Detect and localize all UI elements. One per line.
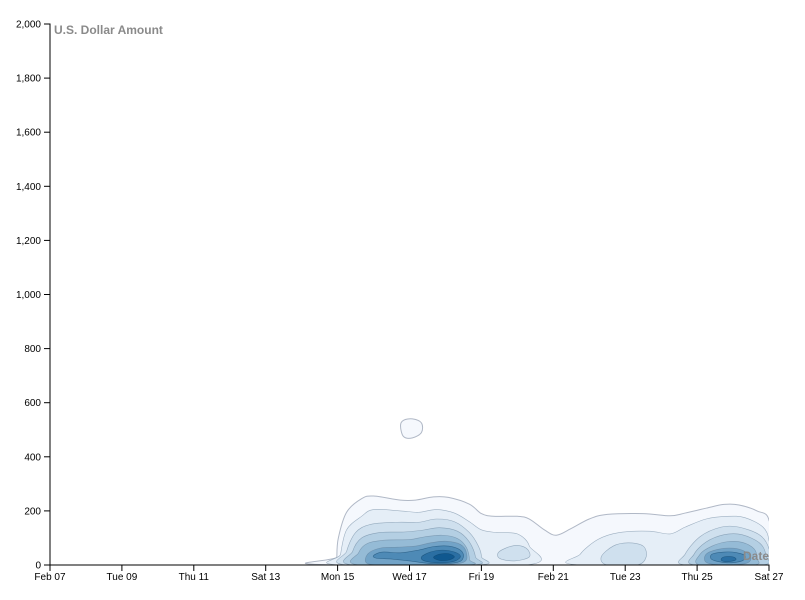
density-contour-level-3 bbox=[497, 545, 531, 562]
y-tick-label: 2,000 bbox=[16, 20, 41, 31]
x-tick-label: Tue 09 bbox=[107, 572, 138, 583]
x-tick-label: Feb 07 bbox=[34, 572, 66, 583]
y-tick-label: 1,800 bbox=[16, 74, 41, 85]
x-tick-label: Thu 25 bbox=[682, 572, 714, 583]
x-tick-label: Tue 23 bbox=[610, 572, 641, 583]
x-tick-label: Fri 19 bbox=[469, 572, 495, 583]
y-tick-label: 1,000 bbox=[16, 290, 41, 301]
density-contours bbox=[305, 418, 769, 565]
x-tick-label: Wed 17 bbox=[392, 572, 427, 583]
y-tick-label: 1,600 bbox=[16, 128, 41, 139]
density-contour-level-1 bbox=[400, 418, 424, 439]
y-tick-label: 800 bbox=[24, 344, 41, 355]
density-contour-level-8 bbox=[720, 556, 737, 563]
x-tick-label: Sat 13 bbox=[251, 572, 280, 583]
x-tick-label: Sat 27 bbox=[755, 572, 784, 583]
y-axis-title: U.S. Dollar Amount bbox=[54, 23, 163, 37]
x-axis-title: Date bbox=[743, 549, 769, 563]
y-tick-label: 400 bbox=[24, 452, 41, 463]
x-tick-label: Mon 15 bbox=[321, 572, 355, 583]
y-tick-label: 200 bbox=[24, 506, 41, 517]
y-tick-label: 600 bbox=[24, 398, 41, 409]
density-contour-level-9 bbox=[433, 553, 455, 561]
y-tick-label: 1,200 bbox=[16, 236, 41, 247]
x-tick-label: Thu 11 bbox=[179, 572, 210, 583]
contour-layer bbox=[305, 418, 769, 565]
y-tick-label: 1,400 bbox=[16, 182, 41, 193]
x-tick-label: Feb 21 bbox=[538, 572, 570, 583]
y-tick-label: 0 bbox=[35, 561, 41, 572]
y-axis: 0 200 400 600 800 1,000 1,200 1,400 1,600 1,800 2,… bbox=[16, 20, 51, 572]
x-axis: Feb 07 Tue 09 Thu 11 Sat 13 Mon 15 Wed 17 Fri … bbox=[34, 564, 784, 583]
